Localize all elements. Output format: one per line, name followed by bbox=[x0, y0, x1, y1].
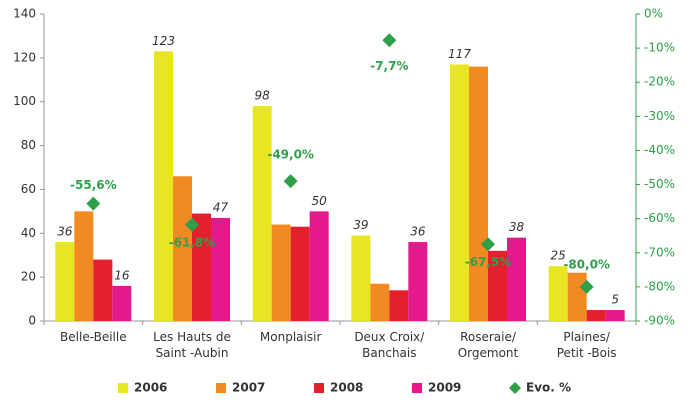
bar bbox=[154, 51, 173, 322]
bar bbox=[173, 176, 192, 321]
x-tick-label: Belle-Beille bbox=[60, 330, 127, 344]
bar-label: 50 bbox=[312, 194, 328, 208]
bar-label: 98 bbox=[255, 89, 271, 103]
bar bbox=[586, 310, 606, 321]
legend-label: Evo. % bbox=[526, 381, 571, 395]
x-tick-label: Les Hauts de Saint -Aubin bbox=[153, 330, 231, 360]
bar bbox=[290, 226, 310, 321]
bar-label: 117 bbox=[448, 47, 471, 61]
data-label: -67,5% bbox=[465, 255, 512, 269]
bar bbox=[408, 242, 428, 321]
bar bbox=[605, 310, 625, 321]
y2-tick-label: -50% bbox=[644, 177, 675, 191]
marker bbox=[579, 279, 594, 294]
bar-label: 5 bbox=[611, 293, 619, 307]
y-tick-label: 80 bbox=[21, 138, 36, 152]
legend-swatch bbox=[118, 383, 128, 393]
bar bbox=[389, 290, 409, 321]
bar bbox=[112, 285, 132, 321]
y2-tick-label: -30% bbox=[644, 109, 675, 123]
data-label: -80,0% bbox=[563, 257, 610, 271]
y2-tick-label: -80% bbox=[644, 279, 675, 293]
y-tick-label: 20 bbox=[21, 270, 36, 284]
bar bbox=[93, 259, 113, 321]
data-label: -7,7% bbox=[370, 59, 408, 73]
bar-label: 38 bbox=[509, 220, 525, 234]
bar bbox=[469, 66, 488, 321]
bar bbox=[450, 64, 469, 321]
bar bbox=[507, 237, 526, 321]
y-tick-label: 140 bbox=[13, 7, 36, 21]
y2-tick-label: -60% bbox=[644, 211, 675, 225]
y2-tick-label: -70% bbox=[644, 245, 675, 259]
bar-label: 25 bbox=[551, 249, 566, 263]
marker bbox=[185, 217, 199, 232]
legend-label: 2007 bbox=[232, 381, 265, 395]
legend-label: 2006 bbox=[134, 381, 167, 395]
bar bbox=[252, 106, 272, 321]
y-tick-label: 0 bbox=[28, 314, 36, 328]
bar bbox=[488, 250, 507, 321]
y2-tick-label: -20% bbox=[644, 75, 675, 89]
marker bbox=[283, 174, 298, 189]
y-tick-label: 120 bbox=[13, 50, 36, 64]
bar-label: 123 bbox=[152, 34, 175, 48]
data-label: -49,0% bbox=[267, 148, 314, 162]
data-label: -55,6% bbox=[70, 178, 117, 192]
marker bbox=[86, 196, 101, 211]
bar-label: 36 bbox=[57, 225, 73, 239]
bar bbox=[192, 213, 211, 321]
y2-tick-label: 0% bbox=[644, 7, 663, 21]
y-tick-label: 60 bbox=[21, 182, 36, 196]
y2-tick-label: -90% bbox=[644, 314, 675, 328]
x-tick-label: Roseraie/ Orgemont bbox=[457, 330, 519, 360]
bar bbox=[548, 266, 568, 321]
y2-tick-label: -40% bbox=[644, 143, 675, 157]
x-tick-label: Monplaisir bbox=[259, 330, 322, 344]
y2-tick-label: -10% bbox=[644, 41, 675, 55]
legend-marker bbox=[509, 382, 521, 394]
marker bbox=[382, 33, 397, 48]
data-label: -61,8% bbox=[169, 235, 216, 249]
bar-label: 39 bbox=[353, 218, 368, 232]
y-tick-label: 40 bbox=[21, 226, 36, 240]
y-tick-label: 100 bbox=[13, 94, 36, 108]
bar bbox=[370, 283, 390, 321]
x-tick-label: Plaines/ Petit -Bois bbox=[556, 330, 617, 360]
bar bbox=[567, 272, 587, 321]
bar-label: 36 bbox=[410, 225, 426, 239]
legend-swatch bbox=[412, 383, 422, 393]
legend-swatch bbox=[216, 383, 226, 393]
bar bbox=[271, 224, 291, 321]
bar bbox=[309, 211, 329, 321]
bar bbox=[351, 235, 371, 321]
legend-swatch bbox=[314, 383, 324, 393]
bar-label: 47 bbox=[213, 200, 229, 214]
bar bbox=[74, 211, 94, 321]
bar bbox=[55, 242, 75, 321]
legend-label: 2009 bbox=[428, 381, 461, 395]
legend-label: 2008 bbox=[330, 381, 363, 395]
bar bbox=[211, 217, 230, 321]
marker bbox=[481, 237, 495, 252]
x-tick-label: Deux Croix/ Banchais bbox=[354, 330, 425, 360]
bar-label: 16 bbox=[114, 268, 130, 282]
